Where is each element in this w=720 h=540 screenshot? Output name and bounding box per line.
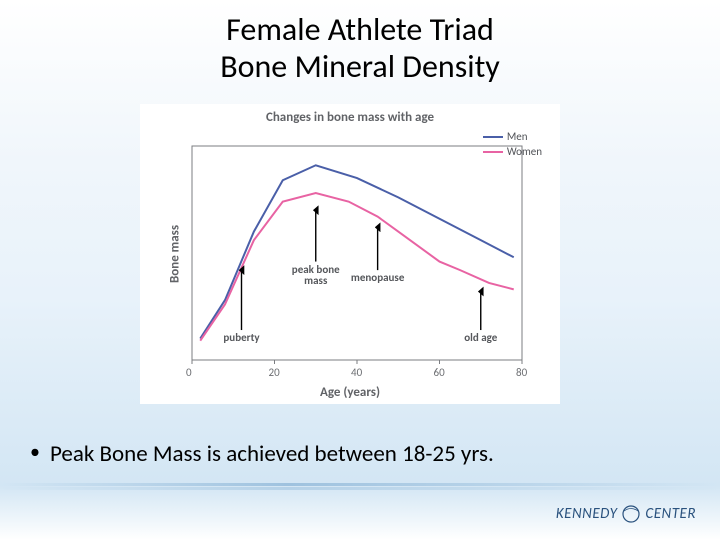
logo-word-2: CENTER — [645, 505, 696, 523]
x-tick-label: 0 — [186, 366, 192, 379]
legend-label-men: Men — [507, 130, 528, 143]
kennedy-center-logo: KENNEDY CENTER — [556, 504, 696, 524]
annotation-label: old age — [446, 332, 516, 344]
series-line — [200, 193, 514, 341]
plot-area: 020406080pubertypeak bonemassmenopauseol… — [192, 146, 522, 360]
accent-line-2 — [0, 487, 720, 490]
x-axis-label: Age (years) — [140, 385, 560, 400]
logo-word-1: KENNEDY — [556, 505, 618, 523]
annotation-label: menopause — [343, 272, 413, 284]
x-tick-label: 40 — [351, 366, 362, 379]
series-line — [200, 165, 514, 338]
title-line-1: Female Athlete Triad — [0, 12, 720, 49]
legend-item-men: Men — [483, 130, 542, 143]
y-axis-label: Bone mass — [168, 225, 183, 283]
legend-swatch-men — [483, 136, 503, 138]
title-line-2: Bone Mineral Density — [0, 49, 720, 86]
x-tick-label: 80 — [516, 366, 527, 379]
x-tick-label: 60 — [434, 366, 445, 379]
bullet-text: Peak Bone Mass is achieved between 18-25… — [50, 440, 494, 468]
annotation-label: puberty — [207, 332, 277, 344]
slide-title: Female Athlete Triad Bone Mineral Densit… — [0, 12, 720, 86]
x-tick-label: 20 — [269, 366, 280, 379]
chart-svg — [192, 146, 522, 360]
accent-line-1 — [0, 483, 720, 486]
slide: Female Athlete Triad Bone Mineral Densit… — [0, 0, 720, 540]
chart-container: Changes in bone mass with age Bone mass … — [140, 104, 560, 404]
bullet-marker: • — [30, 440, 40, 464]
chart-title: Changes in bone mass with age — [140, 110, 560, 125]
annotation-label: peak bonemass — [281, 264, 351, 287]
bullet-point: • Peak Bone Mass is achieved between 18-… — [30, 440, 494, 468]
logo-swoosh-icon — [621, 504, 641, 524]
